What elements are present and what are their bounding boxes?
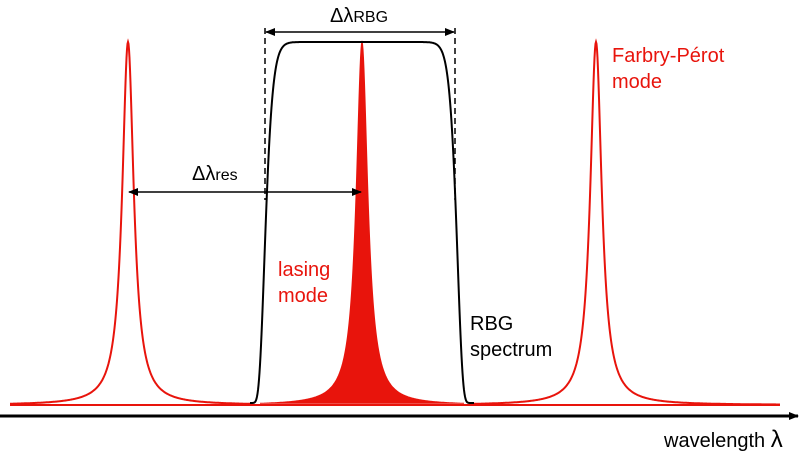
fp-peak-left — [10, 38, 250, 405]
fp-label: mode — [612, 71, 662, 93]
lasing-label: lasing — [278, 259, 330, 281]
axis-text: wavelength — [663, 430, 765, 452]
rbg-label: spectrum — [470, 339, 552, 361]
fp-label: Farbry-Pérot — [612, 45, 725, 67]
subscript: res — [215, 167, 237, 184]
symbol: Δλ — [330, 5, 353, 27]
delta-res-label: Δλres — [192, 163, 238, 185]
rbg-curve — [250, 41, 474, 404]
delta-rbg-label: ΔλRBG — [330, 5, 388, 27]
symbol: Δλ — [192, 163, 215, 185]
axis-label: wavelength λ — [663, 426, 783, 453]
axis-symbol: λ — [771, 426, 783, 453]
subscript: RBG — [353, 9, 388, 26]
lasing-label: mode — [278, 285, 328, 307]
fp-peak-right — [470, 38, 780, 406]
rbg-label: RBG — [470, 313, 513, 335]
lasing-peak — [260, 40, 464, 404]
